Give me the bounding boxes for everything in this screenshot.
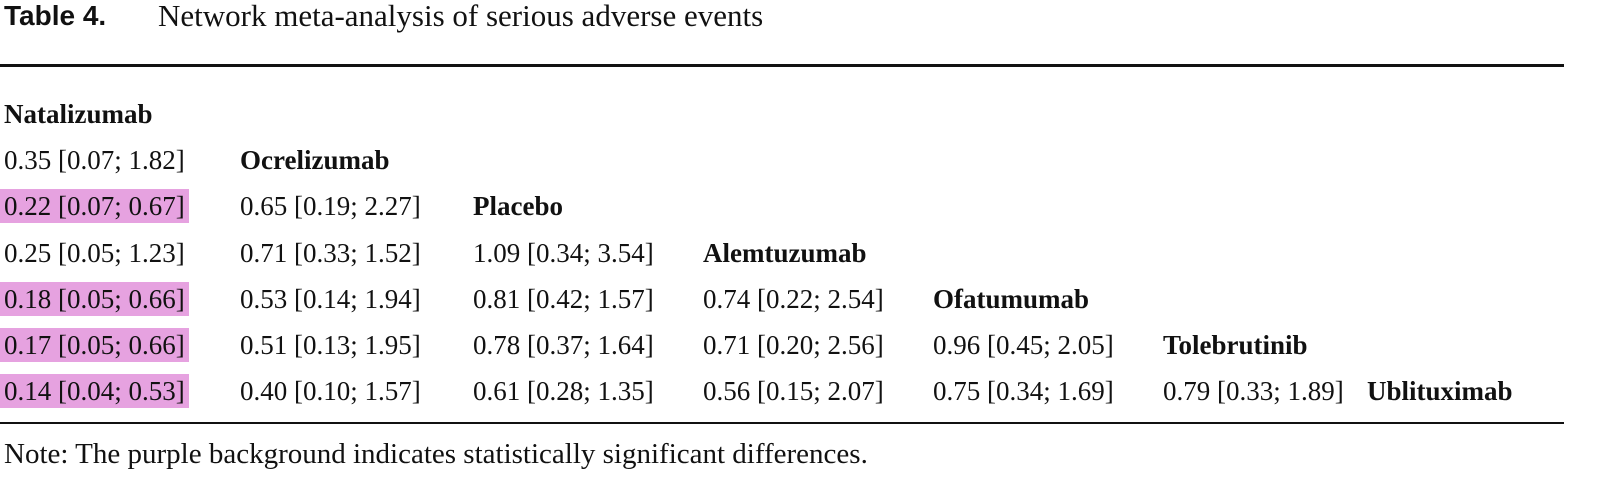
treatment-name: Natalizumab xyxy=(4,99,153,129)
treatment-name: Tolebrutinib xyxy=(1163,330,1308,360)
comparison-cell: 0.51 [0.13; 1.95] xyxy=(240,330,421,360)
treatment-name: Ublituximab xyxy=(1367,376,1513,407)
table-note: Note: The purple background indicates st… xyxy=(4,438,868,470)
comparison-cell: 0.96 [0.45; 2.05] xyxy=(933,330,1114,360)
comparison-cell: 1.09 [0.34; 3.54] xyxy=(473,237,654,268)
treatment-name: Ofatumumab xyxy=(933,283,1090,314)
bottom-rule xyxy=(0,422,1564,424)
treatment-name: Alemtuzumab xyxy=(703,237,867,268)
comparison-cell: 0.81 [0.42; 1.57] xyxy=(473,283,654,314)
top-rule xyxy=(0,64,1564,67)
comparison-cell: 0.75 [0.34; 1.69] xyxy=(933,376,1114,407)
comparison-cell: 0.25 [0.05; 1.23] xyxy=(4,237,185,268)
comparison-cell: 0.71 [0.33; 1.52] xyxy=(240,237,421,268)
comparison-cell: 0.74 [0.22; 2.54] xyxy=(703,283,884,314)
comparison-cell: 0.79 [0.33; 1.89] xyxy=(1163,376,1344,407)
comparison-cell: 0.71 [0.20; 2.56] xyxy=(703,330,884,360)
table-label: Table 4. xyxy=(4,0,107,31)
comparison-cell: 0.56 [0.15; 2.07] xyxy=(703,376,884,407)
comparison-cell: 0.14 [0.04; 0.53] xyxy=(0,374,189,409)
comparison-cell: 0.78 [0.37; 1.64] xyxy=(473,330,654,360)
comparison-cell: 0.53 [0.14; 1.94] xyxy=(240,283,421,314)
comparison-cell: 0.40 [0.10; 1.57] xyxy=(240,376,421,407)
treatment-name: Placebo xyxy=(473,191,563,222)
comparison-cell: 0.18 [0.05; 0.66] xyxy=(0,281,189,316)
comparison-cell: 0.65 [0.19; 2.27] xyxy=(240,191,421,222)
table-title: Network meta-analysis of serious adverse… xyxy=(158,0,764,33)
comparison-cell: 0.17 [0.05; 0.66] xyxy=(0,328,189,362)
treatment-name: Ocrelizumab xyxy=(240,145,390,176)
comparison-cell: 0.61 [0.28; 1.35] xyxy=(473,376,654,407)
comparison-cell: 0.22 [0.07; 0.67] xyxy=(0,189,189,224)
comparison-cell: 0.35 [0.07; 1.82] xyxy=(4,145,185,176)
